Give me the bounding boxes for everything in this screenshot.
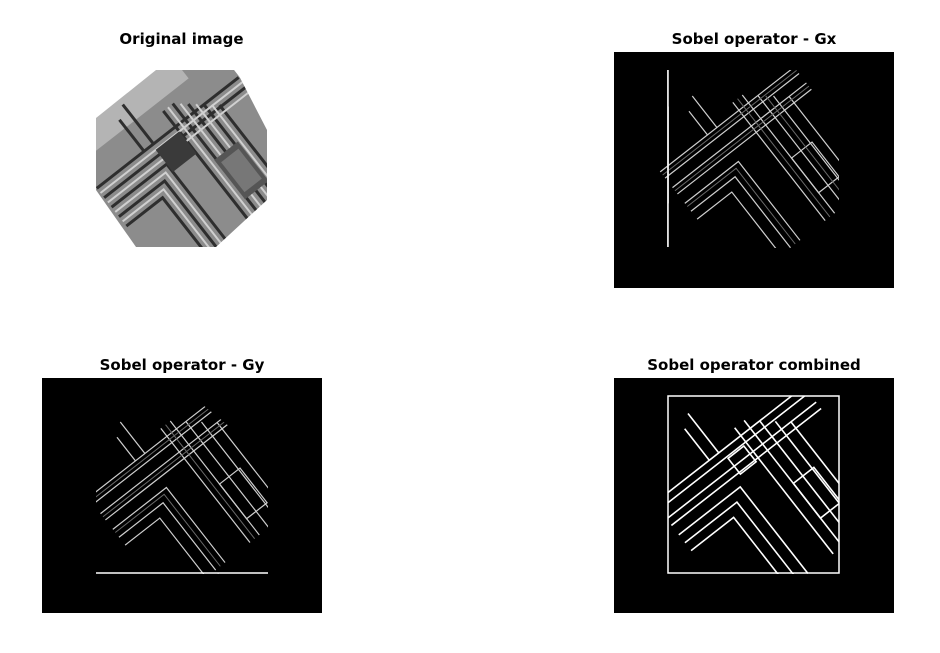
subplot-title: Sobel operator - Gy — [99, 356, 265, 374]
original-image — [96, 70, 267, 247]
subplot-title: Sobel operator - Gx — [671, 30, 837, 48]
subplot-original-image: Original image — [96, 30, 267, 247]
sobel-combined-image — [614, 378, 894, 613]
subplot-sobel-combined: Sobel operator combined — [614, 356, 894, 614]
subplot-sobel-gx: Sobel operator - Gx — [614, 30, 894, 288]
subplot-sobel-gy: Sobel operator - Gy — [42, 356, 322, 614]
subplot-title: Sobel operator combined — [647, 356, 861, 374]
sobel-gy-image — [42, 378, 322, 613]
subplot-title: Original image — [119, 30, 244, 48]
sobel-gx-image — [614, 52, 894, 288]
